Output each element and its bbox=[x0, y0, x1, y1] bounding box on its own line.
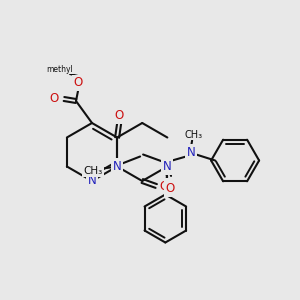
Text: O: O bbox=[115, 109, 124, 122]
Text: O: O bbox=[74, 76, 82, 89]
Text: N: N bbox=[113, 160, 122, 173]
Text: CH₃: CH₃ bbox=[83, 166, 103, 176]
Text: CH₃: CH₃ bbox=[184, 130, 202, 140]
Text: methyl: methyl bbox=[46, 64, 74, 74]
Text: O: O bbox=[160, 179, 169, 193]
Text: N: N bbox=[187, 146, 196, 159]
Text: O: O bbox=[50, 92, 58, 106]
Text: O: O bbox=[166, 182, 175, 195]
Text: N: N bbox=[163, 160, 172, 173]
Text: N: N bbox=[88, 175, 96, 188]
